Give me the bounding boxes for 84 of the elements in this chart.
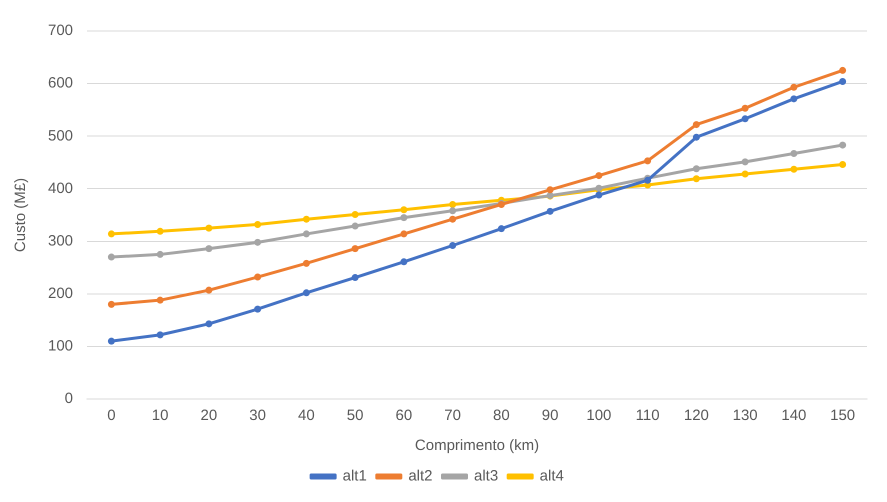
point [302,216,310,223]
point [352,222,359,230]
point [400,258,408,266]
point [790,150,798,157]
point [449,216,456,223]
point [302,289,310,296]
x-tick-label: 50 [346,407,364,424]
point [352,245,359,252]
point [790,84,798,91]
point [742,115,749,122]
point [400,230,408,238]
point [449,207,456,214]
point [595,172,602,180]
point [108,230,115,238]
point [108,300,115,308]
point [790,166,798,173]
point [692,165,700,172]
point [205,286,212,294]
point [546,186,554,194]
legend-label: alt2 [408,468,433,485]
point [595,192,602,199]
point [254,274,262,281]
point [156,250,164,258]
x-tick-label: 0 [107,407,116,424]
y-tick-label: 400 [48,180,74,197]
y-tick-label: 700 [48,22,74,40]
y-tick-label: 500 [48,127,74,144]
legend-label: alt3 [474,468,498,485]
point [352,210,359,218]
point [254,306,262,313]
point [839,161,846,168]
point [742,170,749,178]
point [400,206,408,214]
x-tick-label: 40 [298,407,315,424]
point [498,225,505,232]
point [742,158,749,166]
point [108,338,115,345]
point [692,134,700,141]
point [839,142,846,149]
x-tick-label: 10 [152,407,168,424]
point [644,157,652,164]
point [205,320,212,328]
point [839,66,846,74]
legend-label: alt1 [342,468,367,485]
point [352,274,359,282]
point [449,200,456,208]
point [156,331,164,338]
point [449,242,456,249]
point [742,104,749,112]
point [254,238,262,246]
x-tick-label: 100 [586,407,612,424]
x-tick-label: 80 [493,407,510,424]
point [400,214,408,222]
x-tick-label: 20 [200,407,218,424]
x-axis-title: Comprimento (km) [414,437,540,454]
x-tick-label: 70 [444,407,461,424]
point [692,121,700,128]
point [254,220,262,228]
x-tick-label: 30 [249,407,266,424]
point [108,254,115,261]
y-tick-label: 600 [48,74,74,92]
x-tick-label: 140 [781,407,806,424]
y-tick-label: 200 [48,285,74,302]
y-tick-label: 300 [48,232,74,250]
point [205,224,212,232]
point [205,245,212,252]
legend-label: alt4 [540,468,564,485]
x-tick-label: 90 [542,407,558,424]
point [302,230,310,238]
point [692,175,700,182]
y-axis-title: Custo (M£) [12,178,30,252]
point [546,208,554,215]
y-tick-label: 100 [48,338,74,355]
x-tick-label: 120 [684,407,709,424]
point [839,78,846,85]
x-tick-label: 110 [636,407,660,424]
point [790,95,798,102]
point [302,260,310,267]
x-tick-label: 60 [396,407,412,424]
x-tick-label: 130 [732,407,758,424]
y-tick-label: 0 [64,390,74,408]
x-tick-label: 150 [830,407,856,424]
point [156,228,164,235]
point [156,296,164,304]
